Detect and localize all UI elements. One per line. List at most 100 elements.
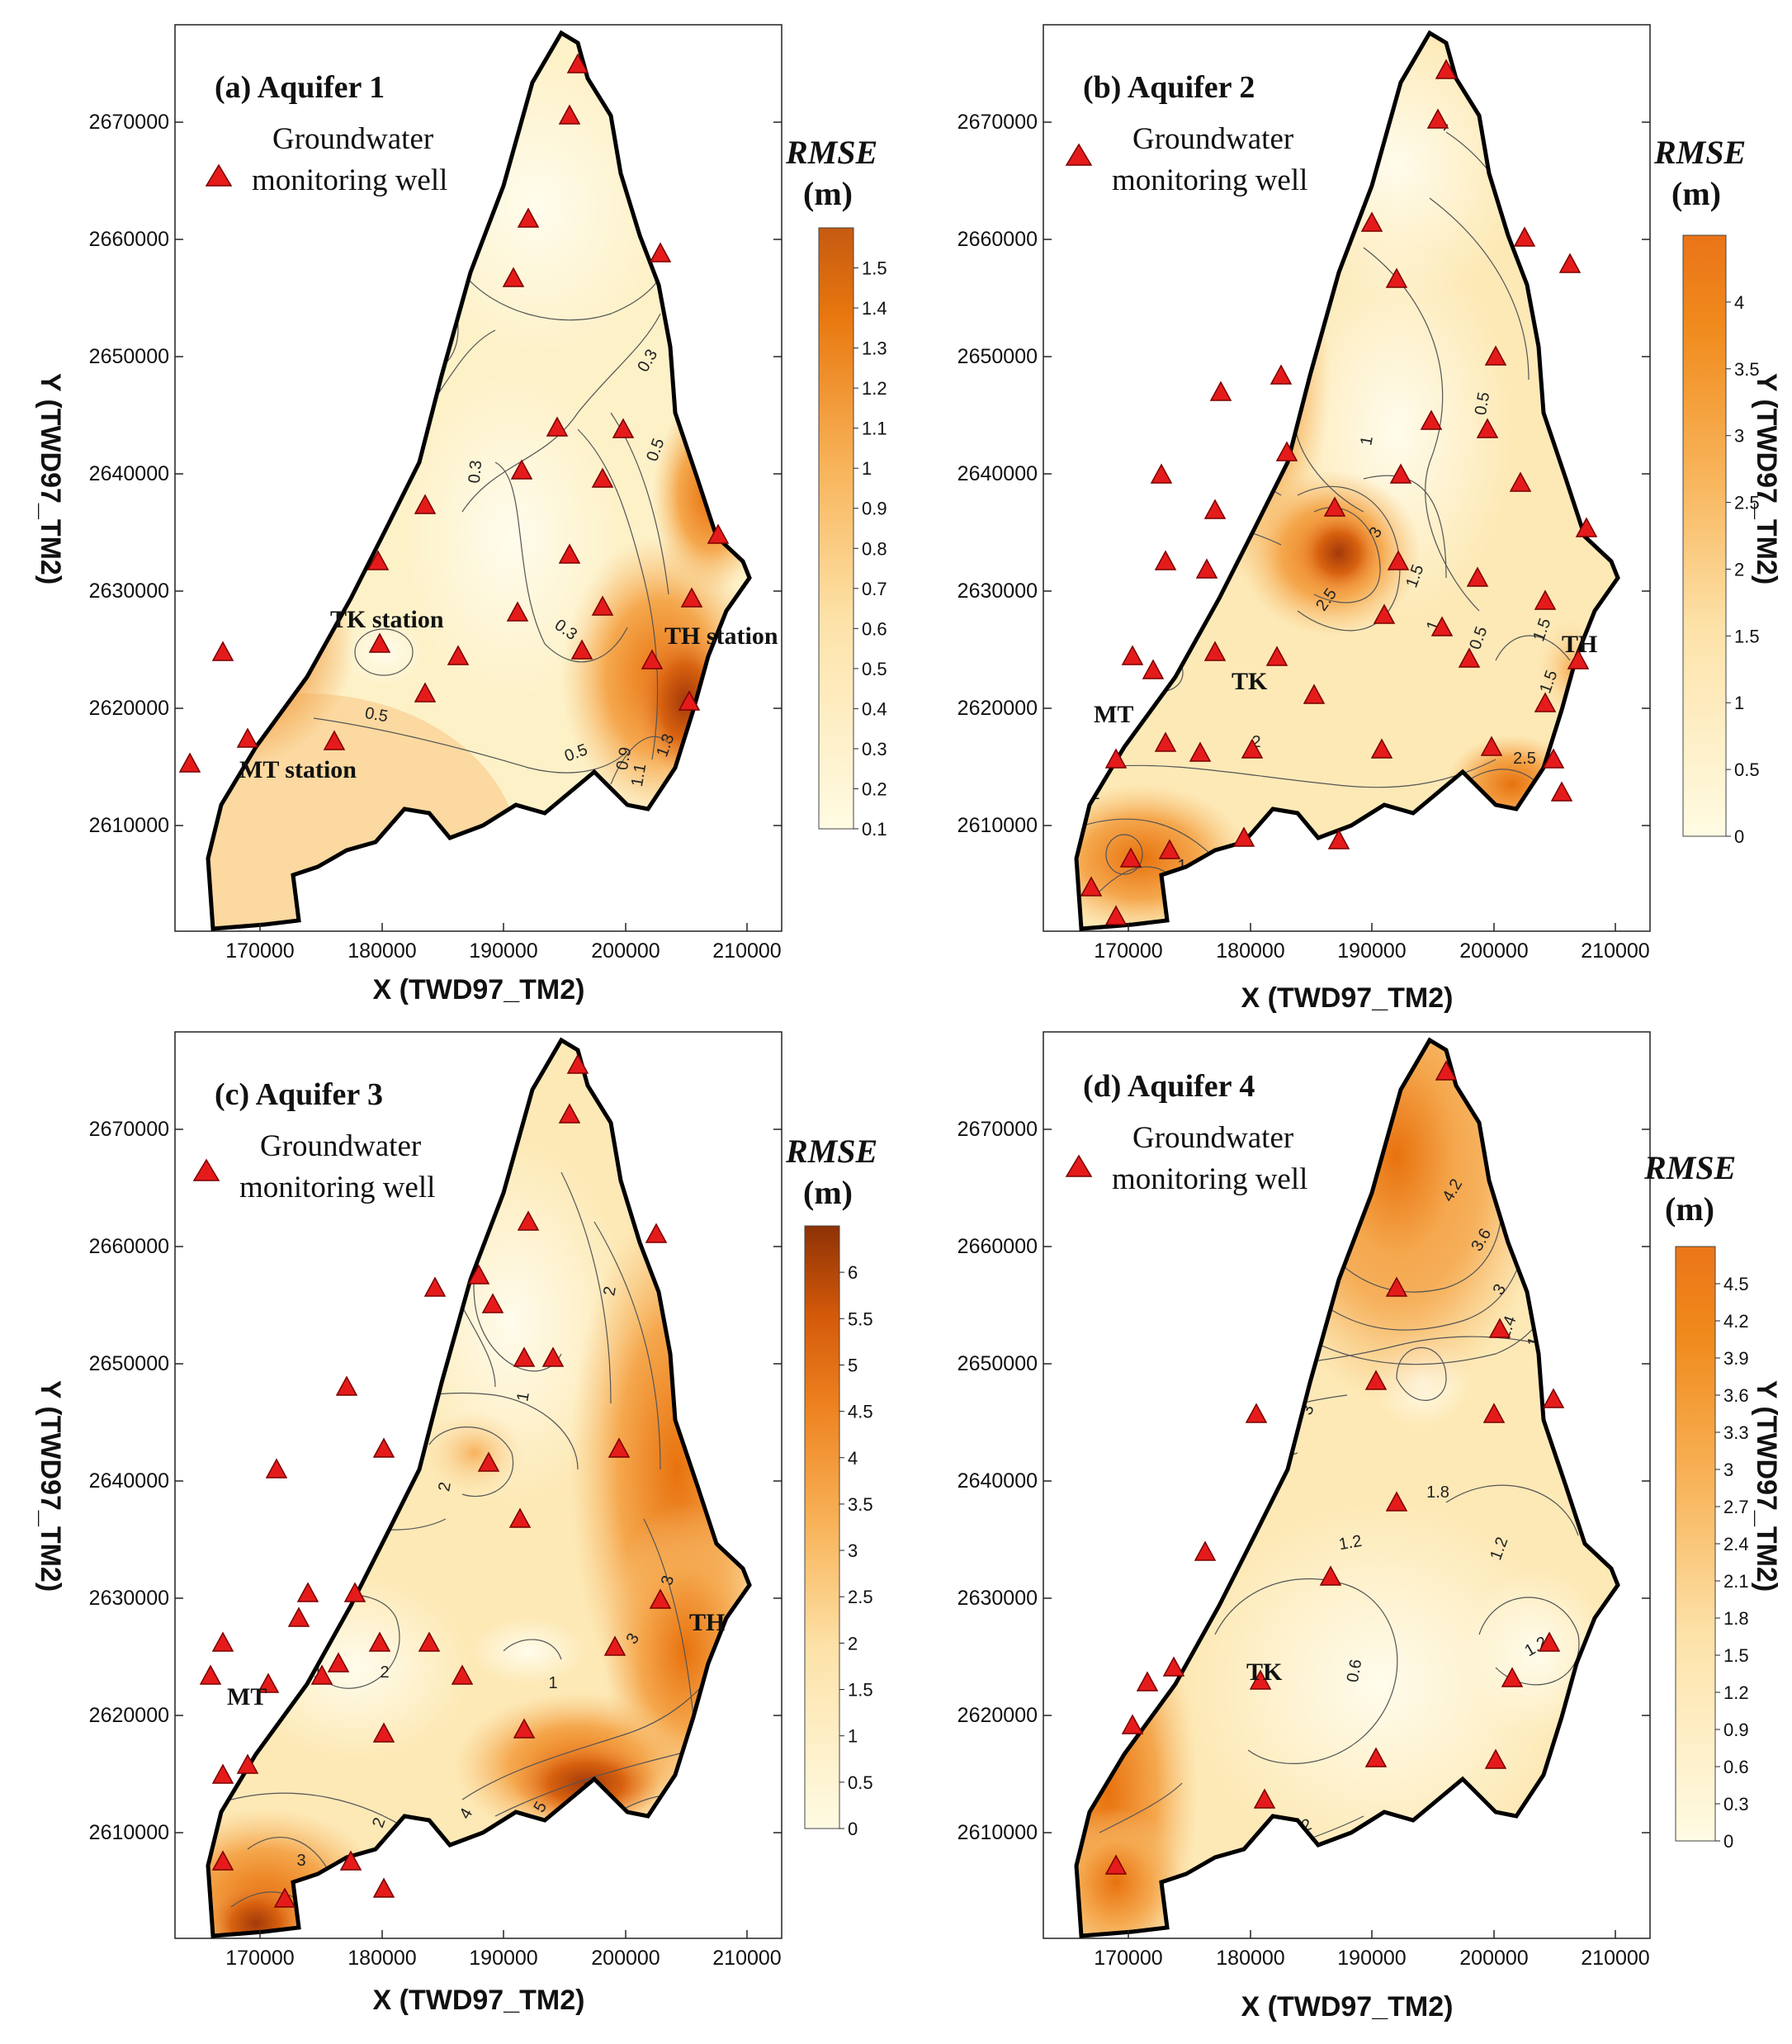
station-label: TH station (664, 622, 778, 650)
monitoring-well-marker (502, 267, 525, 287)
colorbar-tick-label: 0.9 (1723, 1720, 1749, 1740)
monitoring-well-marker (1538, 1631, 1561, 1652)
y-tick-label: 2660000 (957, 228, 1038, 251)
panel-aquifer-4: 4.23.632.41.84.23.631.81.21.22.431.80.61… (957, 1031, 1782, 2023)
monitoring-well-marker (1558, 253, 1582, 273)
colorbar-ramp (1682, 234, 1727, 837)
monitoring-well-marker (591, 467, 614, 488)
monitoring-well-marker (1435, 1060, 1458, 1081)
monitoring-well-marker (273, 1887, 296, 1908)
monitoring-well-marker (517, 207, 540, 228)
contour-label: 2.5 (1513, 750, 1536, 768)
y-tick-label: 2650000 (89, 345, 169, 368)
monitoring-well-marker (1482, 1403, 1506, 1423)
colorbar-title: RMSE (1643, 1149, 1736, 1186)
monitoring-well-marker (558, 104, 581, 125)
monitoring-well-marker (1476, 418, 1499, 438)
colorbar-tick-label: 0.5 (848, 1772, 873, 1793)
x-tick-label: 210000 (1581, 1947, 1649, 1970)
monitoring-well-marker (649, 242, 672, 263)
monitoring-well-marker (645, 1223, 668, 1243)
monitoring-well-marker (1195, 558, 1218, 579)
station-label: TH (689, 1609, 725, 1636)
y-axis-label: Y (TWD97_TM2) (35, 1380, 66, 1592)
colorbar-tick-label: 0.7 (862, 579, 887, 599)
contour-label: 1 (548, 1674, 557, 1692)
monitoring-well-marker (1249, 1669, 1272, 1690)
colorbar-tick-label: 1.1 (862, 419, 887, 439)
colorbar-tick-label: 0.8 (862, 538, 887, 559)
monitoring-well-marker (603, 1635, 626, 1656)
panel-aquifer-3: 1231211233456234 (c) Aquifer 3 Groundwat… (35, 1031, 877, 2016)
monitoring-well-marker (546, 416, 569, 437)
monitoring-well-marker (1385, 1491, 1408, 1512)
monitoring-well-marker (368, 1631, 391, 1652)
contour-label: 1 (1357, 435, 1377, 447)
x-axis-label: X (TWD97_TM2) (373, 974, 585, 1005)
monitoring-well-marker (1136, 1671, 1159, 1692)
panel-title: (a) Aquifer 1 (215, 70, 385, 105)
monitoring-well-marker (1121, 1714, 1144, 1734)
monitoring-well-marker (1253, 1788, 1276, 1809)
monitoring-well-marker (1121, 645, 1144, 665)
colorbar-ramp (818, 227, 854, 830)
monitoring-well-marker (1104, 1854, 1128, 1875)
y-axis-label: Y (TWD97_TM2) (1751, 373, 1782, 584)
colorbar-tick-label: 4.2 (1723, 1311, 1749, 1332)
station-label: MT (227, 1683, 267, 1710)
colorbar: RMSE (m) 0 0.5 1 1.5 2 2.5 3 3.5 4 (1653, 134, 1760, 847)
monitoring-well-marker (343, 1582, 366, 1602)
monitoring-well-marker (477, 1451, 500, 1472)
monitoring-well-marker (1484, 1748, 1507, 1769)
monitoring-well-marker (558, 1103, 581, 1124)
monitoring-well-marker (707, 523, 730, 544)
monitoring-well-marker (608, 1437, 631, 1458)
colorbar-tick-label: 1.5 (862, 258, 887, 279)
colorbar-tick-label: 1 (848, 1726, 858, 1747)
y-tick-label: 2660000 (89, 1235, 169, 1258)
monitoring-well-marker (414, 682, 437, 703)
monitoring-well-marker (1364, 1747, 1388, 1767)
y-tick-label: 2670000 (957, 1118, 1038, 1141)
legend-label-line2: monitoring well (252, 163, 447, 197)
monitoring-well-marker (1327, 829, 1350, 849)
colorbar-tick-label: 0.5 (862, 659, 887, 679)
y-tick-label: 2640000 (957, 462, 1038, 485)
monitoring-well-marker (1203, 499, 1227, 519)
station-label: TH (1562, 631, 1597, 658)
colorbar-tick-label: 2.1 (1723, 1571, 1749, 1592)
station-label: TK (1232, 668, 1268, 695)
colorbar-tick-label: 6 (848, 1262, 858, 1283)
contour-label: 1.1 (628, 762, 650, 788)
x-tick-label: 170000 (225, 939, 294, 963)
x-tick-label: 200000 (1459, 939, 1528, 963)
x-tick-label: 190000 (1337, 1947, 1406, 1970)
colorbar-tick-label: 0.6 (1723, 1757, 1749, 1777)
colorbar-tick-label: 1.5 (1723, 1645, 1749, 1666)
monitoring-well-marker (1484, 345, 1507, 366)
monitoring-well-marker (481, 1293, 504, 1313)
y-tick-label: 2620000 (89, 697, 169, 720)
monitoring-well-marker (1387, 550, 1410, 570)
y-tick-label: 2630000 (957, 580, 1038, 603)
y-tick-label: 2620000 (89, 1704, 169, 1727)
monitoring-well-marker (1154, 731, 1177, 752)
colorbar-tick-label: 4 (1734, 292, 1744, 313)
monitoring-well-marker (323, 730, 346, 750)
contour-label: 0.9 (613, 745, 635, 771)
colorbar: RMSE (m) 0 0.3 0.6 0.9 1.2 1.5 1.8 2.1 2.4 2.7 3 3.… (1643, 1149, 1749, 1852)
colorbar-tick-label: 0.1 (862, 819, 887, 840)
monitoring-well-marker (211, 1763, 234, 1784)
legend-well-icon (192, 1158, 220, 1181)
monitoring-well-marker (310, 1664, 333, 1685)
legend-label-line1: Groundwater (272, 122, 433, 156)
panel-aquifer-2: 11.53.50.513.5232.51.510.51.5211.52.51 (… (957, 24, 1782, 1014)
monitoring-well-marker (1466, 566, 1489, 587)
y-tick-label: 2630000 (957, 1587, 1038, 1610)
colorbar-tick-label: 0.2 (862, 778, 887, 799)
monitoring-well-marker (1373, 603, 1396, 624)
station-label: TK station (330, 606, 444, 633)
colorbar-tick-label: 1.5 (848, 1680, 873, 1701)
monitoring-well-marker (1488, 1318, 1511, 1338)
monitoring-well-marker (1270, 364, 1293, 385)
